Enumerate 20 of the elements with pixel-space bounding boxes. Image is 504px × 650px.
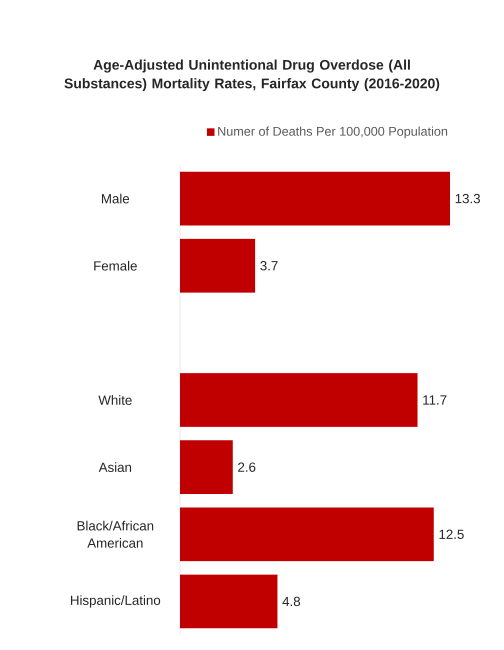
legend-label: Numer of Deaths Per 100,000 Population — [218, 126, 448, 138]
y-tick-label: Hispanic/Latino — [70, 595, 160, 608]
bar — [180, 507, 434, 562]
bar — [180, 172, 450, 226]
data-label: 2.6 — [238, 462, 256, 472]
y-tick-label: Black/African American — [78, 520, 154, 548]
bar — [180, 574, 278, 628]
bar — [180, 238, 256, 293]
data-label: 4.8 — [282, 596, 300, 606]
data-label: 3.7 — [260, 261, 278, 270]
data-label: 13.3 — [456, 194, 480, 204]
data-label: 12.5 — [439, 530, 464, 539]
y-tick-label: White — [98, 395, 132, 405]
data-label: 11.7 — [423, 395, 446, 405]
bar — [180, 373, 418, 427]
bar — [180, 440, 233, 494]
y-tick-label: Asian — [98, 462, 132, 472]
y-tick-label: Male — [102, 194, 130, 204]
y-tick-label: Female — [94, 260, 137, 271]
chart-title: Age-Adjusted Unintentional Drug Overdose (All Substances) Mortality Rates, Fairfax County (2016-2020) — [64, 60, 440, 92]
